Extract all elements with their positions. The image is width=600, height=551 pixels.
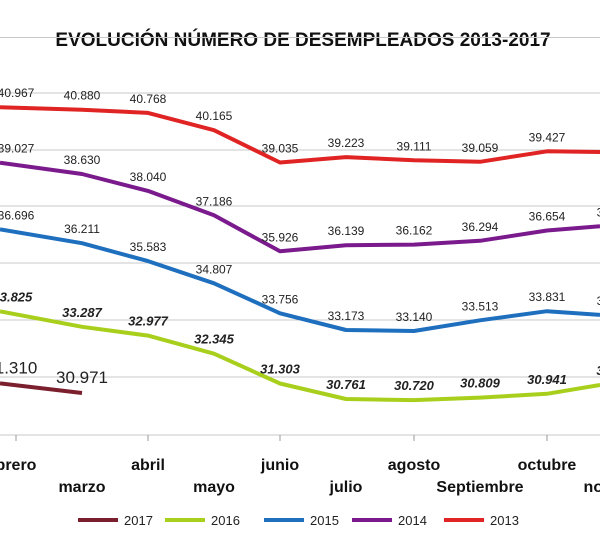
- data-label-2015: 33.831: [529, 290, 566, 304]
- series-line-2013: [0, 105, 600, 165]
- legend-label-2014: 2014: [398, 513, 427, 528]
- series-lines: [0, 105, 600, 403]
- data-label-2017: 1.310: [0, 358, 37, 377]
- data-labels: 1.310 30.971 3.825 33.287 32.977 32.345 31.303…: [0, 86, 600, 393]
- data-label-2014: 39.027: [0, 142, 35, 156]
- x-tick-label: Septiembre: [436, 479, 523, 496]
- data-label-2016: 32.345: [194, 332, 235, 347]
- x-tick-label: octubre: [518, 457, 577, 474]
- data-label-2016: 31.303: [260, 362, 301, 377]
- data-label-2016: 3.825: [0, 289, 33, 304]
- data-label-2016: 32.977: [128, 314, 169, 329]
- data-label-2016: 33.287: [62, 305, 103, 320]
- x-tick-label: brero: [0, 457, 37, 474]
- data-label-2015: 33.513: [462, 299, 499, 313]
- legend-label-2015: 2015: [310, 513, 339, 528]
- data-label-2013: 39.223: [328, 136, 365, 150]
- data-label-2014: 35.926: [262, 230, 299, 244]
- series-line-2015: [0, 227, 600, 333]
- data-label-2013: 39.035: [262, 142, 299, 156]
- data-label-2016: 3: [596, 363, 600, 378]
- series-line-2016: [0, 309, 600, 403]
- data-label-2014: 3: [597, 205, 600, 219]
- data-label-2016: 30.809: [460, 376, 501, 391]
- x-tick-label: mayo: [193, 479, 235, 496]
- x-axis-ticks: brero marzo abril mayo junio julio agosto Septi…: [0, 457, 600, 496]
- data-label-2014: 36.162: [396, 224, 433, 238]
- data-label-2013: 39.059: [462, 141, 499, 155]
- data-label-2015: 33.173: [328, 309, 365, 323]
- legend: 2017 2016 2015 2014 2013: [78, 513, 519, 528]
- data-label-2014: 38.040: [130, 170, 167, 184]
- data-label-2013: 40.768: [130, 92, 167, 106]
- x-tick-label: abril: [131, 457, 165, 474]
- series-line-2014: [0, 160, 600, 254]
- data-label-2014: 38.630: [64, 153, 101, 167]
- data-label-2014: 36.294: [462, 220, 499, 234]
- data-label-2013: 40.165: [196, 109, 233, 123]
- data-label-2014: 36.654: [529, 210, 566, 224]
- data-label-2017: 30.971: [56, 368, 108, 387]
- x-tick-label: julio: [329, 479, 363, 496]
- data-label-2013: 40.880: [64, 89, 101, 103]
- legend-label-2013: 2013: [490, 513, 519, 528]
- x-tick-label: novi: [584, 479, 600, 496]
- data-label-2015: 36.696: [0, 208, 35, 222]
- data-label-2016: 30.761: [326, 377, 366, 392]
- data-label-2015: 33.756: [262, 292, 299, 306]
- data-label-2015: 34.807: [196, 262, 233, 276]
- series-line-2017: [0, 381, 83, 395]
- x-tick-label: junio: [260, 457, 299, 474]
- chart-title: EVOLUCIÓN NÚMERO DE DESEMPLEADOS 2013-20…: [55, 29, 550, 51]
- x-tick-label: marzo: [58, 479, 105, 496]
- data-label-2013: 39.427: [529, 130, 566, 144]
- legend-label-2016: 2016: [211, 513, 240, 528]
- data-label-2015: 3: [597, 294, 600, 308]
- legend-label-2017: 2017: [124, 513, 153, 528]
- data-label-2016: 30.720: [394, 378, 435, 393]
- data-label-2015: 35.583: [130, 240, 167, 254]
- data-label-2016: 30.941: [527, 372, 567, 387]
- data-label-2013: 39.111: [397, 139, 432, 153]
- data-label-2013: 40.967: [0, 86, 35, 100]
- data-label-2015: 33.140: [396, 310, 433, 324]
- data-label-2014: 37.186: [196, 194, 233, 208]
- x-tick-label: agosto: [388, 457, 441, 474]
- data-label-2015: 36.211: [64, 222, 100, 236]
- data-label-2014: 36.139: [328, 224, 365, 238]
